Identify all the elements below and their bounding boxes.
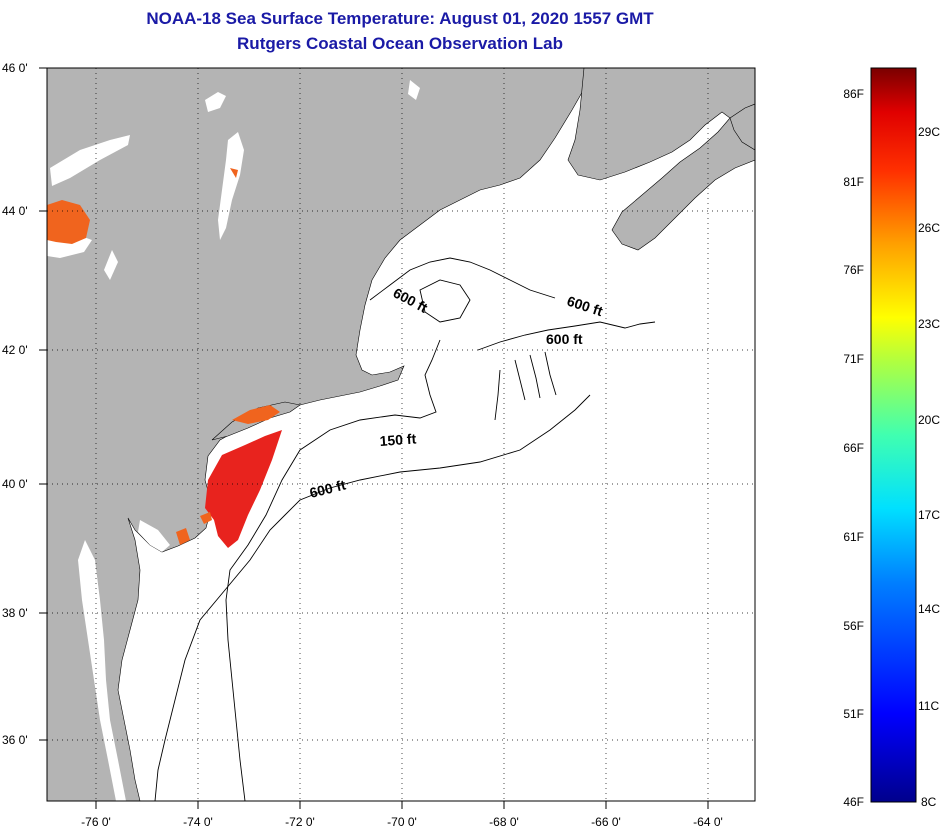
colorbar-c-label: 26C bbox=[918, 221, 940, 235]
land-us-mainland bbox=[47, 68, 589, 801]
colorbar-c-label: 23C bbox=[918, 317, 940, 331]
land-cape-breton bbox=[729, 103, 755, 151]
lake bbox=[218, 132, 244, 240]
lake bbox=[205, 92, 226, 112]
lon-grid bbox=[95, 68, 709, 801]
lake bbox=[50, 135, 130, 186]
colorbar-f-label: 51F bbox=[843, 707, 864, 721]
lon-label: -64 0' bbox=[693, 815, 723, 829]
colorbar-f-label: 86F bbox=[843, 87, 864, 101]
lon-label: -66 0' bbox=[591, 815, 621, 829]
lon-label: -76 0' bbox=[81, 815, 111, 829]
lon-label: -68 0' bbox=[489, 815, 519, 829]
lat-label: 36 0' bbox=[2, 733, 28, 747]
map-frame bbox=[46, 67, 756, 802]
colorbar-f-label: 61F bbox=[843, 530, 864, 544]
colorbar-c-label: 8C bbox=[921, 795, 937, 809]
colorbar-c-label: 20C bbox=[918, 413, 940, 427]
colorbar-c-label: 14C bbox=[918, 602, 940, 616]
contour-150ft bbox=[225, 339, 441, 802]
colorbar bbox=[870, 67, 917, 803]
sst-patch-long-island-sound bbox=[232, 405, 280, 424]
sst-patch-small bbox=[230, 168, 238, 178]
lat-grid bbox=[47, 210, 755, 741]
colorbar-c-label: 29C bbox=[918, 125, 940, 139]
lat-label: 46 0' bbox=[2, 61, 28, 75]
contour-label: 600 ft bbox=[546, 331, 583, 347]
sst-patch-small bbox=[176, 528, 190, 545]
colorbar-f-label: 56F bbox=[843, 619, 864, 633]
lat-label: 40 0' bbox=[2, 477, 28, 491]
contour-georges-ridges bbox=[494, 351, 557, 421]
contour-600ft-shelf-break bbox=[154, 394, 591, 802]
lon-label: -70 0' bbox=[387, 815, 417, 829]
colorbar-f-label: 46F bbox=[843, 795, 864, 809]
colorbar-f-label: 76F bbox=[843, 263, 864, 277]
chesapeake-bay bbox=[78, 540, 126, 801]
lat-label: 42 0' bbox=[2, 343, 28, 357]
colorbar-c-label: 11C bbox=[918, 699, 939, 713]
sst-patch-small bbox=[200, 512, 212, 524]
lake bbox=[408, 80, 420, 100]
lon-label: -72 0' bbox=[285, 815, 315, 829]
lake bbox=[104, 250, 118, 280]
lat-label: 38 0' bbox=[2, 606, 28, 620]
contour-label: 150 ft bbox=[379, 430, 417, 449]
contour-gulf-of-maine bbox=[369, 257, 556, 301]
contour-gulf-of-maine-inner bbox=[419, 279, 471, 323]
map-title: NOAA-18 Sea Surface Temperature: August … bbox=[146, 9, 654, 28]
bathymetry-contours bbox=[154, 257, 656, 802]
lon-label: -74 0' bbox=[183, 815, 213, 829]
colorbar-c-label: 17C bbox=[918, 508, 940, 522]
lat-label: 44 0' bbox=[2, 204, 28, 218]
map-subtitle: Rutgers Coastal Ocean Observation Lab bbox=[237, 34, 563, 53]
colorbar-f-label: 66F bbox=[843, 441, 864, 455]
contour-georges-bank bbox=[477, 321, 656, 351]
delaware-bay bbox=[138, 520, 170, 552]
colorbar-f-label: 81F bbox=[843, 175, 864, 189]
colorbar-f-label: 71F bbox=[843, 352, 864, 366]
axis-ticks bbox=[39, 67, 709, 809]
sst-patch-nj-shelf bbox=[205, 430, 282, 548]
